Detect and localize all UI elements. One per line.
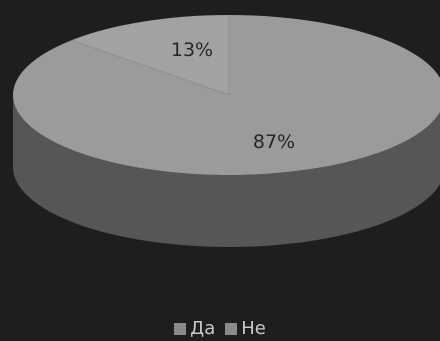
pie-slice-divider-0 (71, 39, 230, 96)
pie-side-wall (13, 95, 440, 247)
data-label-Не: 87% (253, 131, 295, 153)
legend-swatch-da (174, 322, 187, 335)
pie-slice-Да (71, 15, 229, 95)
legend-label-ne: Не (241, 318, 266, 339)
pie-data-labels: 13% 87% (171, 39, 295, 153)
legend-swatch-ne (225, 322, 238, 335)
legend-item-ne: Не (225, 318, 266, 339)
data-label-Да: 13% (171, 39, 213, 61)
legend-label-da: Да (190, 318, 216, 339)
chart-legend: Да Не (0, 318, 440, 339)
pie-slice-Не (13, 15, 440, 175)
pie-side-surface (13, 95, 440, 247)
legend-item-da: Да (174, 318, 215, 339)
pie-top-face (13, 15, 440, 175)
